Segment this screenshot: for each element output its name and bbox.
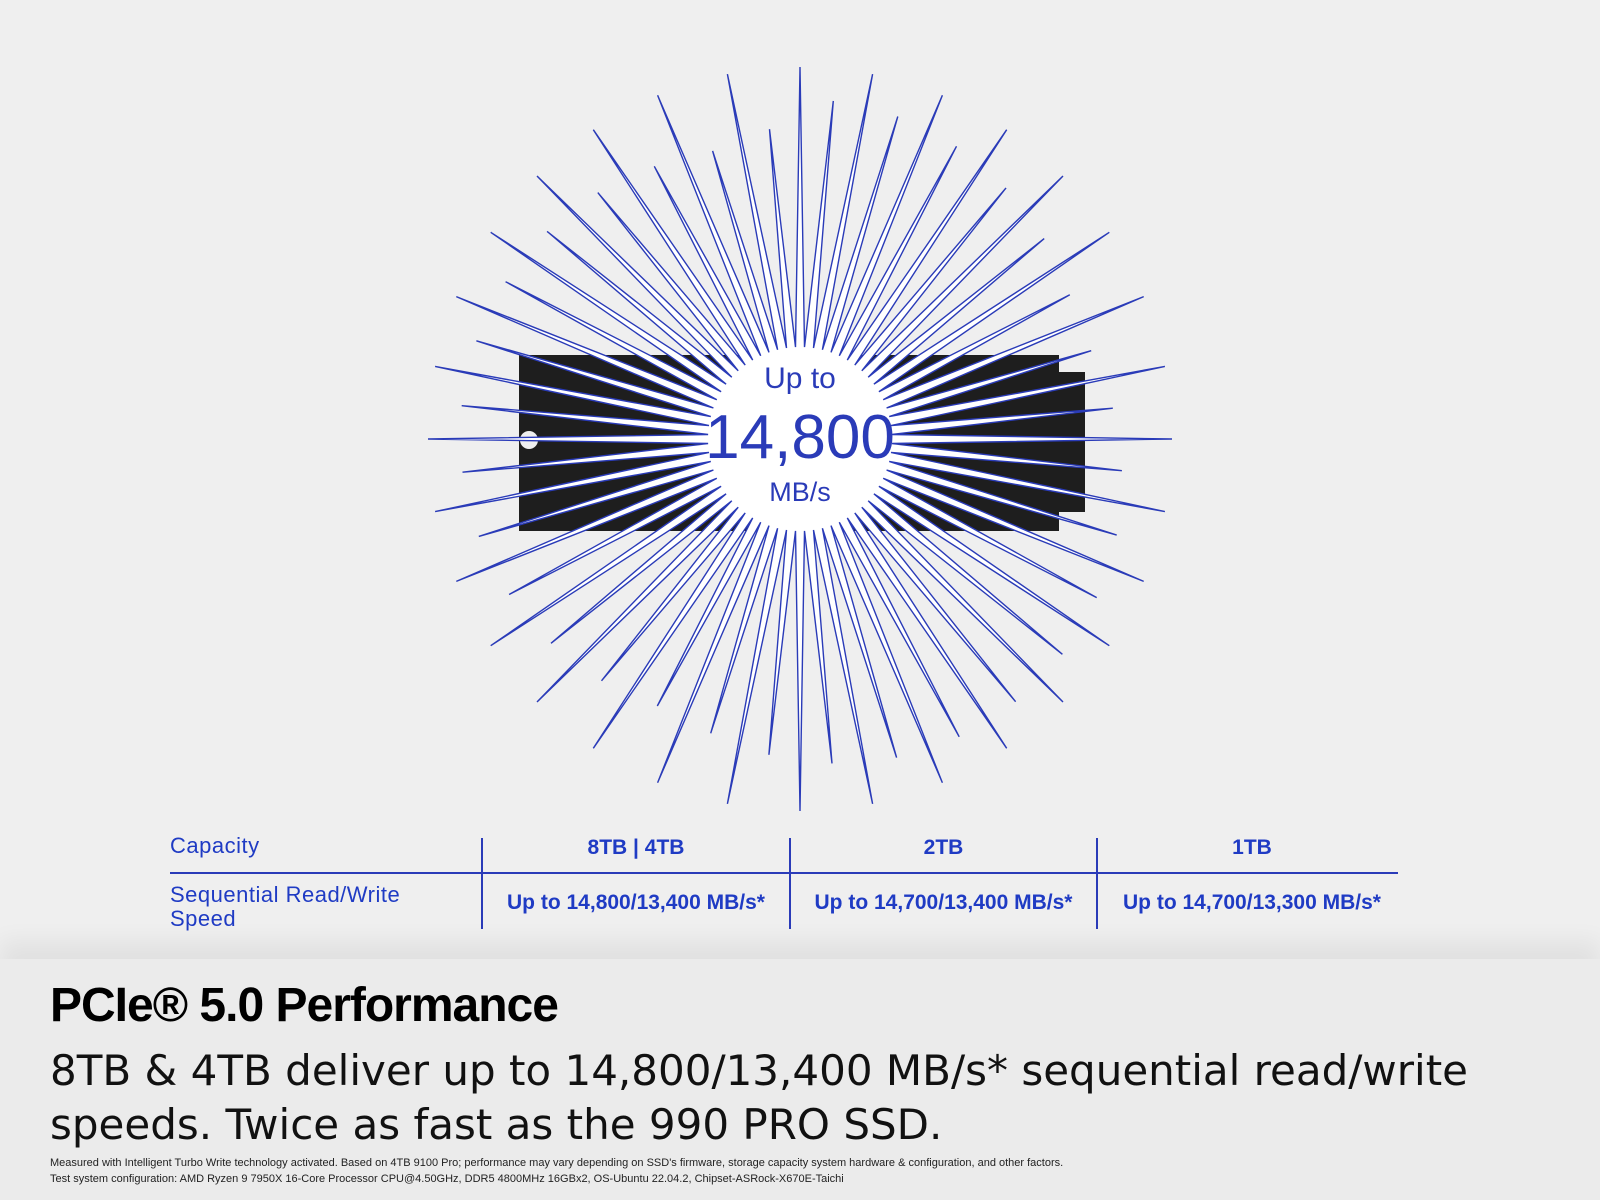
section-body: 8TB & 4TB deliver up to 14,800/13,400 MB…: [50, 1046, 1469, 1149]
table-value: Up to 14,700/13,400 MB/s*: [814, 891, 1073, 914]
footnote: Measured with Intelligent Turbo Write te…: [50, 1157, 1064, 1169]
column-header: 2TB: [923, 836, 964, 859]
footer-panel: [0, 959, 1600, 1200]
section-title: PCIe® 5.0 Performance: [50, 979, 559, 1032]
footnote: Test system configuration: AMD Ryzen 9 7…: [50, 1173, 844, 1185]
table-lines: [170, 838, 1398, 929]
table-value: Up to 14,800/13,400 MB/s*: [507, 891, 765, 914]
column-header: 1TB: [1232, 836, 1272, 859]
column-header: 8TB | 4TB: [587, 836, 685, 859]
hero-prefix: Up to: [764, 362, 836, 395]
hero-unit: MB/s: [769, 477, 831, 507]
row-label: Sequential Read/Write Speed: [170, 882, 401, 931]
row-label: Capacity: [170, 833, 260, 858]
center-disc: [712, 351, 888, 527]
hero-value: 14,800: [705, 403, 895, 472]
hero-graphic: [427, 66, 1173, 812]
table-value: Up to 14,700/13,300 MB/s*: [1123, 891, 1381, 914]
